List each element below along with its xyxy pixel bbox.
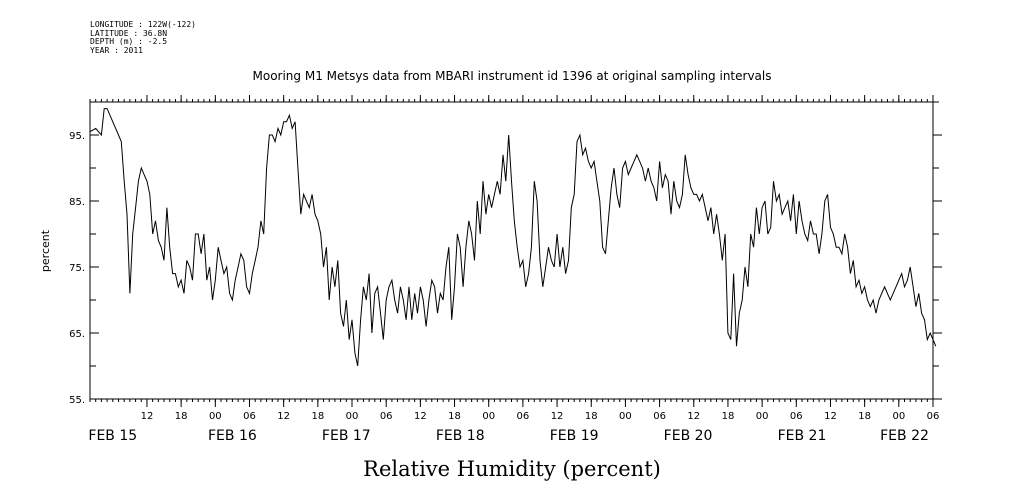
latitude-label: LATITUDE : 36.8N (90, 28, 168, 38)
year-label: YEAR : 2011 (90, 45, 143, 55)
depth-label: DEPTH (m) : -2.5 (90, 37, 168, 46)
x-tick-label: 12 (414, 411, 427, 422)
x-tick-label: 06 (517, 411, 530, 422)
humidity-series-line (89, 108, 937, 367)
x-tick-label: 18 (448, 411, 461, 422)
chart-title: Mooring M1 Metsys data from MBARI instru… (253, 69, 772, 83)
y-axis-label: percent (39, 229, 52, 272)
date-label: FEB 22 (880, 428, 929, 444)
minor-ticks (89, 99, 934, 402)
station-metadata: LONGITUDE : 122W(-122) LATITUDE : 36.8N … (90, 20, 196, 55)
plot-frame (89, 101, 934, 400)
y-tick-label: 65. (69, 329, 85, 340)
date-label: FEB 17 (322, 428, 371, 444)
x-tick-label: 12 (277, 411, 290, 422)
date-label: FEB 16 (208, 428, 257, 444)
x-tick-label: 18 (858, 411, 871, 422)
date-label: FEB 15 (88, 428, 137, 444)
x-tick-label: 12 (551, 411, 564, 422)
x-tick-label: 12 (141, 411, 154, 422)
x-tick-label: 06 (380, 411, 393, 422)
x-tick-label: 18 (585, 411, 598, 422)
x-tick-label: 00 (346, 411, 359, 422)
x-tick-label: 00 (482, 411, 495, 422)
longitude-label: LONGITUDE : 122W(-122) (90, 20, 196, 29)
x-tick-label: 18 (722, 411, 735, 422)
date-labels: FEB 15 FEB 16 FEB 17 FEB 18 FEB 19 FEB 20 FEB … (88, 428, 929, 444)
date-label: FEB 20 (664, 428, 713, 444)
y-tick-label: 75. (69, 263, 85, 274)
x-axis-label: Relative Humidity (percent) (363, 457, 661, 481)
date-label: FEB 21 (778, 428, 827, 444)
x-tick-label: 00 (756, 411, 769, 422)
x-tick-label: 12 (687, 411, 700, 422)
x-tick-label: 00 (209, 411, 222, 422)
x-tick-label: 12 (824, 411, 837, 422)
x-tick-label: 18 (311, 411, 324, 422)
x-tick-label: 00 (619, 411, 632, 422)
x-axis: 12 18 00 06 12 18 00 06 12 18 00 06 12 18 00 06 12 18 00 06… (141, 95, 940, 422)
x-tick-label: 18 (175, 411, 188, 422)
date-label: FEB 19 (550, 428, 599, 444)
x-tick-label: 00 (892, 411, 905, 422)
x-tick-label: 06 (790, 411, 803, 422)
y-axis: 55. 65. 75. 85. 95. (69, 101, 942, 406)
x-tick-label: 06 (653, 411, 666, 422)
x-tick-label: 06 (243, 411, 256, 422)
x-tick-label: 06 (927, 411, 940, 422)
y-tick-label: 95. (69, 131, 85, 142)
y-tick-label: 55. (69, 395, 85, 406)
date-label: FEB 18 (436, 428, 485, 444)
y-tick-label: 85. (69, 197, 85, 208)
